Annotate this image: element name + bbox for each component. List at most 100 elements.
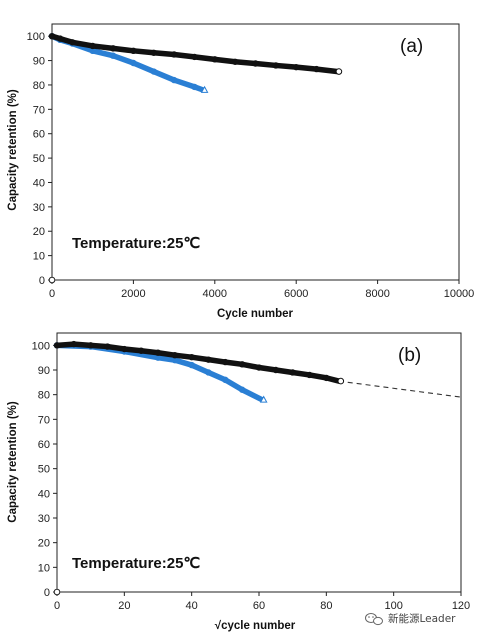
y-tick-label: 30: [33, 202, 45, 214]
panel-label-b: (b): [398, 345, 421, 366]
data-point: [293, 63, 300, 71]
temperature-annotation-b: Temperature:25℃: [72, 555, 200, 572]
wechat-icon: [365, 613, 383, 626]
data-point: [70, 340, 78, 348]
y-tick-label: 10: [33, 251, 45, 263]
x-tick-label: 120: [452, 600, 470, 612]
y-tick-label: 20: [33, 226, 45, 238]
end-marker-triangle: [259, 395, 268, 403]
data-point: [150, 49, 157, 56]
y-tick-label: 50: [33, 153, 45, 165]
x-tick-label: 6000: [284, 288, 308, 300]
y-tick-label: 10: [38, 562, 50, 574]
watermark-text: 新能源Leader: [388, 612, 456, 625]
data-point: [87, 342, 94, 349]
data-point: [69, 39, 76, 46]
data-point: [48, 32, 56, 40]
y-tick-label: 0: [44, 587, 50, 599]
x-tick-label: 100: [384, 600, 402, 612]
data-point: [323, 374, 330, 382]
data-point: [188, 353, 195, 361]
x-axis-label-b: √cycle number: [215, 619, 296, 632]
extrapolation-line: [338, 380, 462, 398]
y-axis-label-a: Capacity retention (%): [7, 89, 19, 211]
data-point: [255, 364, 263, 371]
watermark: 新能源Leader: [365, 612, 456, 626]
x-tick-label: 4000: [203, 288, 227, 300]
data-point: [171, 356, 179, 364]
y-axis-label-b: Capacity retention (%): [7, 401, 19, 523]
origin-marker: [48, 276, 56, 284]
data-point: [205, 356, 212, 363]
data-point: [306, 371, 313, 379]
data-point: [154, 349, 162, 356]
y-tick-label: 70: [38, 414, 50, 426]
data-point: [171, 352, 179, 359]
data-point: [53, 342, 61, 349]
data-point: [104, 343, 111, 350]
axis-ticks-a: 0 10 20 30 40 50 60 70 80 90 100 0 2000 4000 6000 8000 1…: [27, 31, 475, 300]
data-point: [121, 345, 128, 353]
data-point: [205, 369, 212, 376]
x-tick-label: 0: [54, 600, 60, 612]
data-point: [170, 51, 178, 58]
data-point: [188, 361, 195, 369]
plot-frame-a: [51, 23, 460, 281]
data-marks-a: [48, 32, 343, 284]
y-tick-label: 100: [27, 31, 45, 43]
x-tick-label: 20: [118, 600, 130, 612]
data-marks-b: [53, 340, 462, 596]
data-point: [154, 354, 162, 361]
origin-marker: [53, 588, 61, 596]
data-point: [289, 369, 296, 376]
y-tick-label: 80: [38, 390, 50, 402]
y-tick-label: 80: [33, 80, 45, 92]
x-tick-label: 10000: [444, 288, 475, 300]
data-point: [272, 366, 280, 374]
data-point: [89, 47, 96, 55]
y-tick-label: 40: [33, 177, 45, 189]
data-point: [238, 361, 246, 368]
axis-ticks-b: 0 10 20 30 40 50 60 70 80 90 100 0 20 40 60 80 100 120: [32, 340, 471, 612]
x-tick-label: 8000: [365, 288, 389, 300]
y-tick-label: 100: [32, 340, 50, 352]
data-point: [191, 53, 198, 61]
data-point: [222, 358, 229, 366]
temperature-annotation-a: Temperature:25℃: [72, 235, 200, 252]
data-point: [313, 65, 320, 73]
y-tick-label: 40: [38, 488, 50, 500]
data-point: [137, 347, 145, 354]
data-point: [238, 386, 246, 393]
y-tick-label: 50: [38, 464, 50, 476]
data-point: [272, 62, 280, 69]
y-tick-label: 30: [38, 513, 50, 525]
data-point: [211, 56, 218, 63]
y-tick-label: 20: [38, 538, 50, 550]
chart-panel-b: 0 10 20 30 40 50 60 70 80 90 100 0 20 40 60 80 100 120 (b…: [7, 332, 471, 632]
data-point: [130, 59, 137, 67]
x-tick-label: 2000: [121, 288, 145, 300]
y-tick-label: 60: [38, 439, 50, 451]
x-tick-label: 0: [49, 288, 55, 300]
data-point: [170, 76, 178, 84]
end-marker-circle: [335, 68, 343, 75]
end-marker-circle: [337, 377, 345, 385]
x-tick-label: 40: [186, 600, 198, 612]
x-tick-label: 80: [320, 600, 332, 612]
x-axis-label-a: Cycle number: [217, 308, 294, 320]
chart-panel-a: 0 10 20 30 40 50 60 70 80 90 100 0 2000 4000 6000 8000 1…: [7, 23, 475, 320]
data-point: [231, 58, 239, 65]
end-marker-triangle: [200, 85, 209, 93]
data-point: [191, 83, 198, 91]
data-point: [89, 42, 96, 50]
data-point: [56, 35, 64, 42]
data-point: [130, 47, 137, 55]
series-line-0: [49, 33, 340, 75]
data-point: [252, 60, 259, 67]
y-tick-label: 70: [33, 104, 45, 116]
panel-label-a: (a): [400, 36, 423, 57]
y-tick-label: 60: [33, 129, 45, 141]
data-point: [222, 376, 229, 384]
data-point: [109, 52, 117, 59]
